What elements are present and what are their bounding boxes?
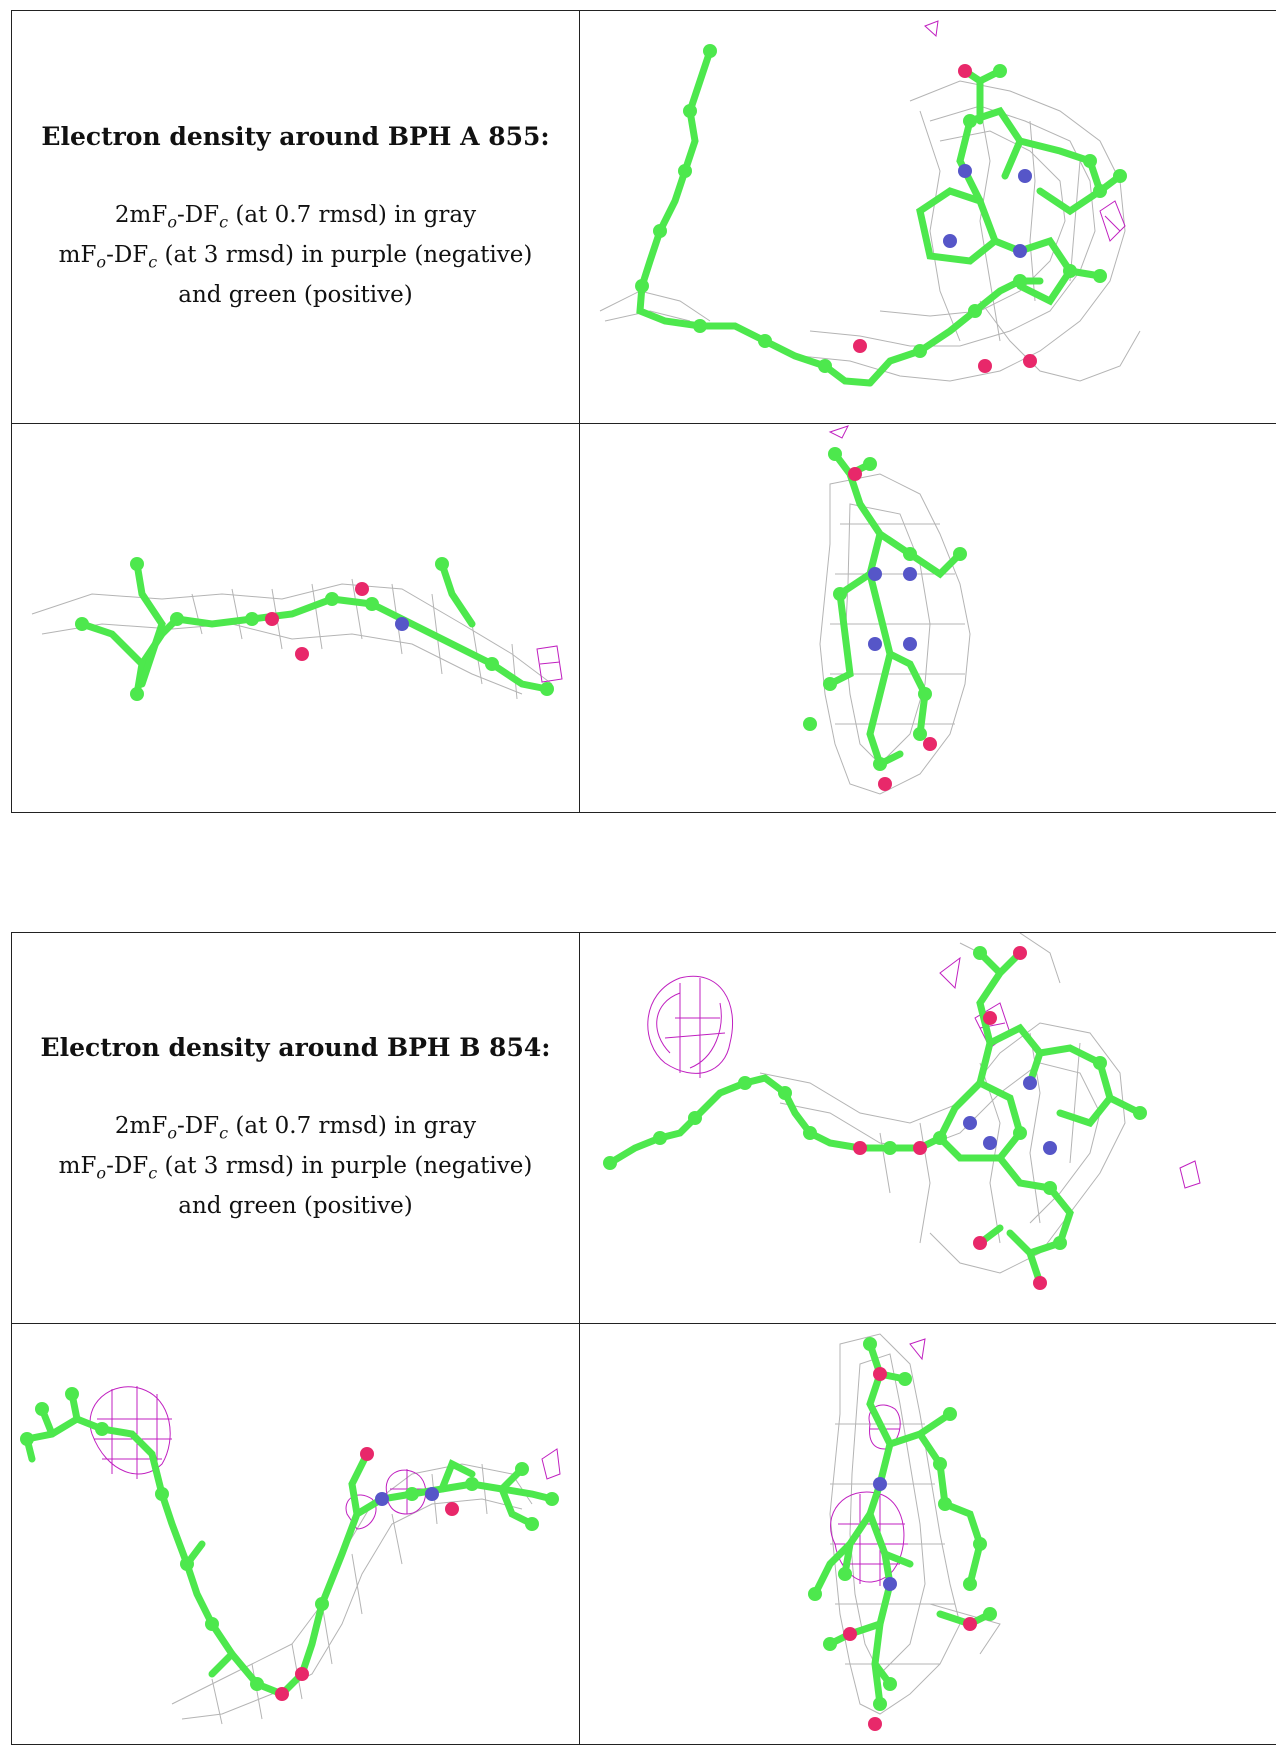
density-view-b-edge xyxy=(11,1323,580,1745)
section-heading-a: Electron density around BPH A 855: xyxy=(41,122,550,152)
map-legend-fofc-a: mFo-DFc (at 3 rmsd) in purple (negative) xyxy=(58,242,533,272)
molecule-density-image xyxy=(808,1333,1001,1731)
description-cell-a: Electron density around BPH A 855: 2mFo-… xyxy=(11,10,580,424)
molecule-density-image xyxy=(599,20,1141,387)
section-heading-b: Electron density around BPH B 854: xyxy=(40,1033,551,1063)
density-view-b-side xyxy=(579,1323,1276,1745)
map-legend-fofc-b: mFo-DFc (at 3 rmsd) in purple (negative) xyxy=(58,1153,533,1183)
molecule-density-image xyxy=(803,425,971,795)
figure-table-bph-a: Electron density around BPH A 855: 2mFo-… xyxy=(11,10,1276,813)
map-legend-colors-b: and green (positive) xyxy=(178,1192,413,1219)
map-legend-colors-a: and green (positive) xyxy=(178,281,413,308)
density-view-a-edge xyxy=(11,423,580,813)
map-legend-2fofc-b: 2mFo-DFc (at 0.7 rmsd) in gray xyxy=(114,1113,477,1143)
density-view-a-top xyxy=(579,10,1276,424)
molecule-density-image xyxy=(603,933,1201,1290)
map-legend-2fofc-a: 2mFo-DFc (at 0.7 rmsd) in gray xyxy=(114,202,477,232)
figure-table-bph-b: Electron density around BPH B 854: 2mFo-… xyxy=(11,932,1276,1745)
density-view-b-top xyxy=(579,932,1276,1324)
density-view-a-side xyxy=(579,423,1276,813)
molecule-density-image xyxy=(31,557,563,701)
molecule-density-image xyxy=(20,1386,561,1725)
description-cell-b: Electron density around BPH B 854: 2mFo-… xyxy=(11,932,580,1324)
